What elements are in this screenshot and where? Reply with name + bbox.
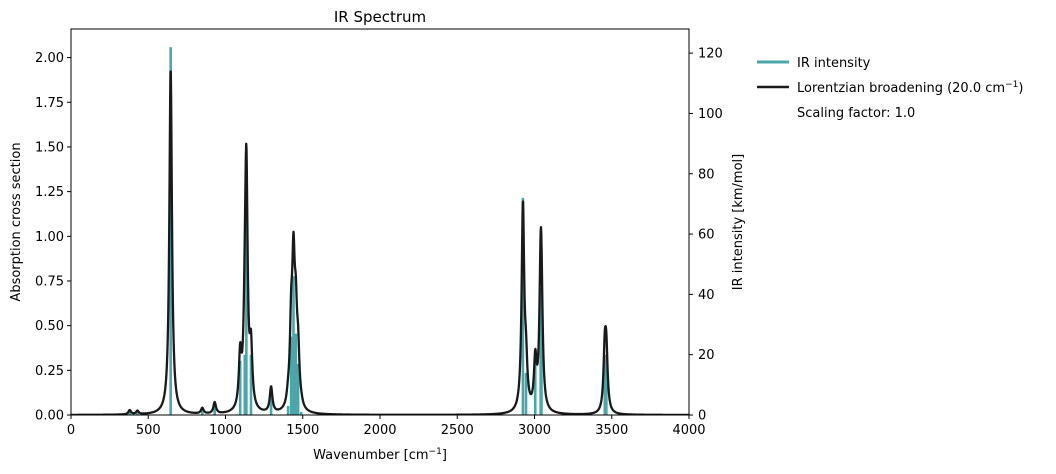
- left-y-tick-label: 0.25: [35, 364, 64, 379]
- right-y-tick-label: 120: [698, 47, 723, 62]
- right-y-axis-ticks: 0 20 40 60 80 100 120: [689, 47, 723, 424]
- left-y-tick-label: 1.50: [35, 140, 64, 155]
- chart-title: IR Spectrum: [334, 8, 426, 26]
- x-tick-label: 3500: [595, 423, 628, 438]
- left-y-tick-label: 1.25: [35, 185, 64, 200]
- x-axis-label: Wavenumber [cm−1]: [313, 447, 447, 463]
- x-axis-ticks: 0 500 1000 1500 2000 2500 3000 3500 4000: [67, 415, 706, 438]
- left-y-tick-label: 2.00: [35, 51, 64, 66]
- legend-label-scaling-factor: Scaling factor: 1.0: [797, 106, 915, 121]
- right-y-tick-label: 20: [698, 348, 715, 363]
- x-tick-label: 3000: [518, 423, 551, 438]
- right-y-tick-label: 100: [698, 107, 723, 122]
- left-y-tick-label: 1.00: [35, 230, 64, 245]
- left-y-axis-label: Absorption cross section: [9, 142, 24, 301]
- x-tick-label: 1000: [209, 423, 242, 438]
- x-tick-label: 4000: [672, 423, 705, 438]
- stick-series: [128, 47, 608, 415]
- x-tick-label: 2000: [363, 423, 396, 438]
- left-y-tick-label: 1.75: [35, 96, 64, 111]
- lorentzian-curve: [71, 70, 689, 415]
- left-y-tick-label: 0.75: [35, 274, 64, 289]
- right-y-tick-label: 0: [698, 409, 706, 424]
- right-y-tick-label: 40: [698, 288, 715, 303]
- x-tick-label: 1500: [286, 423, 319, 438]
- legend: IR intensity Lorentzian broadening (20.0…: [757, 56, 1023, 121]
- right-y-tick-label: 80: [698, 167, 715, 182]
- plot-frame: [70, 28, 690, 416]
- curve-series: [71, 70, 689, 415]
- right-y-axis-label: IR intensity [km/mol]: [731, 154, 746, 290]
- left-y-tick-label: 0.00: [35, 409, 64, 424]
- legend-label-lorentzian: Lorentzian broadening (20.0 cm−1): [797, 80, 1023, 96]
- x-tick-label: 0: [67, 423, 75, 438]
- legend-label-ir-intensity: IR intensity: [797, 56, 871, 71]
- left-y-axis-ticks: 0.00 0.25 0.50 0.75 1.00 1.25 1.50 1.75 2.00: [35, 51, 71, 424]
- x-tick-label: 500: [136, 423, 161, 438]
- x-tick-label: 2500: [441, 423, 474, 438]
- left-y-tick-label: 0.50: [35, 319, 64, 334]
- right-y-tick-label: 60: [698, 228, 715, 243]
